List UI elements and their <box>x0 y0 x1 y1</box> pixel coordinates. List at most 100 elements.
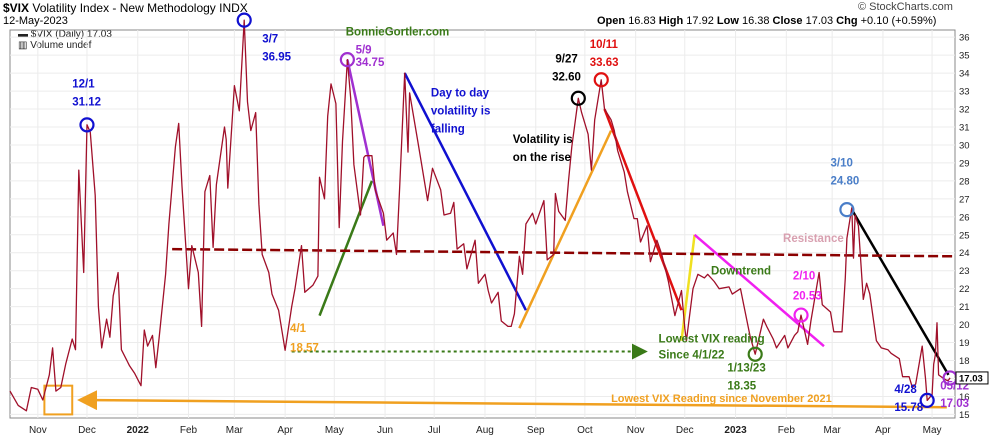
open-label: Open <box>597 15 626 27</box>
x-tick-label: Apr <box>277 425 293 436</box>
y-tick-label: 22 <box>959 284 970 295</box>
annotation-label: Resistance <box>783 233 844 245</box>
annotation-label: 4/28 <box>894 384 917 396</box>
annotation-label: 34.75 <box>356 57 385 69</box>
x-tick-label: Mar <box>226 425 244 436</box>
annotation-label: 17.03 <box>940 398 969 410</box>
y-tick-label: 28 <box>959 176 970 187</box>
y-tick-label: 32 <box>959 105 970 116</box>
x-tick-label: Jun <box>377 425 393 436</box>
ohlc-summary: Open 16.83 High 17.92 Low 16.38 Close 17… <box>597 15 936 27</box>
last-value-label: 17.03 <box>959 373 983 384</box>
annotation-label: 31.12 <box>72 96 101 108</box>
annotation-label: 33.63 <box>590 57 619 69</box>
plot-frame <box>9 29 956 419</box>
y-tick-label: 18 <box>959 356 970 367</box>
annotation-label: 18.35 <box>727 380 756 392</box>
y-tick-label: 29 <box>959 158 970 169</box>
annotation-label: volatility is <box>431 105 490 117</box>
annotation-label: Lowest VIX Reading since November 2021 <box>611 393 832 405</box>
highlight-circle <box>747 346 763 362</box>
lowest-reading-arrow <box>77 390 947 411</box>
annotation-label: 9/27 <box>555 53 577 65</box>
highlight-circle <box>793 307 809 323</box>
y-tick-label: 20 <box>959 320 970 331</box>
x-tick-label: May <box>325 425 344 436</box>
highlight-circle <box>839 202 855 218</box>
index-name: Volatility Index - New Methodology <box>32 1 216 15</box>
annotation-label: 1/13/23 <box>727 362 765 374</box>
chart-title: $VIX Volatility Index - New Methodology … <box>3 1 248 15</box>
high-value: 17.92 <box>686 15 714 27</box>
y-tick-label: 21 <box>959 302 970 313</box>
annotation-label: Since 4/1/22 <box>659 350 725 362</box>
x-tick-label: Feb <box>180 425 198 436</box>
annotation-label: Lowest VIX reading <box>659 334 765 346</box>
x-tick-label: Feb <box>778 425 796 436</box>
legend-series-label: $VIX (Daily) 17.03 <box>30 29 112 40</box>
annotation-label: 5/9 <box>356 44 372 56</box>
annotation-label: falling <box>431 123 465 135</box>
y-tick-label: 31 <box>959 123 970 134</box>
y-tick-label: 30 <box>959 140 970 151</box>
highlight-circle <box>79 117 95 133</box>
x-tick-label: Nov <box>29 425 47 436</box>
highlight-circle <box>339 52 355 68</box>
annotation-label: Volatility is <box>513 134 573 146</box>
annotation-label: 32.60 <box>552 71 581 83</box>
highlight-circle <box>919 392 935 408</box>
y-tick-label: 27 <box>959 194 970 205</box>
annotation-label: Downtrend <box>711 265 771 277</box>
close-label: Close <box>772 15 803 27</box>
y-tick-label: 36 <box>959 33 970 44</box>
series-legend: ▬ $VIX (Daily) 17.03 <box>18 29 112 40</box>
x-tick-label: Oct <box>577 425 593 436</box>
y-tick-label: 23 <box>959 266 970 277</box>
annotation-label: 3/10 <box>831 158 853 170</box>
trendline <box>518 130 613 329</box>
annotation-label: on the rise <box>513 152 571 164</box>
y-tick-label: 26 <box>959 212 970 223</box>
x-tick-label: Sep <box>527 425 545 436</box>
trendline <box>680 234 696 341</box>
high-label: High <box>658 15 684 27</box>
trendline <box>850 208 950 376</box>
annotation-label: Day to day <box>431 87 490 99</box>
close-value: 17.03 <box>805 15 834 27</box>
y-tick-label: 16 <box>959 392 970 403</box>
y-tick-label: 33 <box>959 87 970 98</box>
chg-label: Chg <box>836 15 858 27</box>
annotation-label: 18.57 <box>290 343 319 355</box>
annotation-label: 24.80 <box>831 175 860 187</box>
y-tick-label: 35 <box>959 51 970 62</box>
low-label: Low <box>716 15 739 27</box>
annotation-label: 2/10 <box>793 271 815 283</box>
highlight-circle <box>236 12 252 28</box>
lowest-reading-box <box>43 384 74 416</box>
annotation-label: 4/1 <box>290 323 307 335</box>
x-tick-label: 2023 <box>724 425 747 436</box>
chg-value: +0.10 (+0.59%) <box>860 15 937 27</box>
x-tick-label: Dec <box>78 425 96 436</box>
annotation-label: 36.95 <box>262 52 291 64</box>
last-value-box <box>955 371 989 385</box>
annotation-label: 10/11 <box>590 39 619 51</box>
trendline <box>403 72 528 311</box>
annotation-label: BonnieGortler.com <box>346 26 450 38</box>
exchange-label: INDX <box>219 1 248 15</box>
y-tick-label: 25 <box>959 230 970 241</box>
y-tick-label: 19 <box>959 338 970 349</box>
annotation-label: 12/1 <box>72 78 95 90</box>
volume-legend: ▥ Volume undef <box>18 40 91 51</box>
symbol-label: $VIX <box>3 1 30 15</box>
chart-date: 12-May-2023 <box>3 15 68 27</box>
y-tick-label: 34 <box>959 69 970 80</box>
highlight-circle <box>570 90 586 106</box>
trendline <box>603 108 683 311</box>
open-value: 16.83 <box>628 15 656 27</box>
x-tick-label: Aug <box>476 425 494 436</box>
legend-line-icon: ▬ <box>18 29 28 40</box>
annotation-label: 3/7 <box>262 34 278 46</box>
highlight-circle <box>593 72 609 88</box>
